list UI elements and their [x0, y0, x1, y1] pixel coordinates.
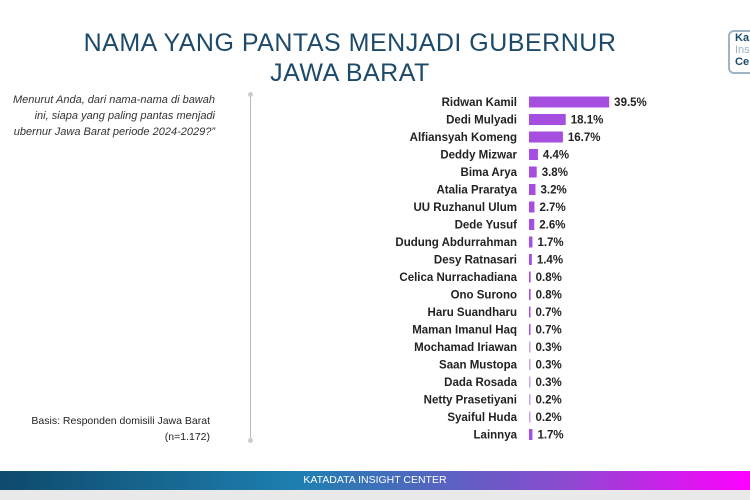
bar: [529, 184, 536, 195]
category-label: Bima Arya: [461, 167, 518, 179]
sample-size: (n=1.172): [164, 431, 210, 443]
bar: [529, 376, 531, 388]
bar: [529, 96, 610, 108]
value-label: 0.2%: [536, 412, 562, 424]
value-label: 1.7%: [537, 430, 563, 442]
category-label: Celica Nurrachadiana: [399, 272, 517, 284]
basis-text: Basis: Responden domisili Jawa Barat: [31, 415, 210, 427]
divider-dot: [248, 438, 253, 443]
katadata-logo: Ka Ins Ce: [728, 30, 750, 74]
logo-text: Ce: [735, 56, 750, 68]
value-label: 0.2%: [536, 395, 562, 407]
bar: [529, 289, 531, 300]
value-label: 0.7%: [536, 325, 562, 337]
bar: [529, 254, 532, 265]
category-label: Alfiansyah Komeng: [410, 132, 517, 144]
bar: [529, 429, 533, 440]
value-label: 0.3%: [536, 360, 562, 372]
category-label: Desy Ratnasari: [434, 255, 517, 267]
bar: [529, 219, 535, 230]
bar: [529, 201, 535, 213]
category-label: Ridwan Kamil: [442, 97, 517, 109]
bar: [529, 411, 531, 423]
bar: [529, 359, 531, 370]
category-label: UU Ruzhanul Ulum: [414, 202, 518, 214]
category-label: Saan Mustopa: [439, 360, 518, 372]
chart-subtitle: JAWA BARAT: [270, 59, 430, 87]
question-line: ubernur Jawa Barat periode 2024-2029?”: [13, 126, 215, 138]
value-label: 2.7%: [539, 202, 565, 214]
logo-text: Ins: [735, 44, 750, 56]
value-label: 1.7%: [537, 237, 563, 249]
value-label: 4.4%: [543, 150, 569, 162]
bar: [529, 394, 531, 405]
value-label: 0.3%: [536, 377, 562, 389]
bar: [529, 341, 531, 353]
value-label: 3.2%: [540, 185, 566, 197]
question-line: Menurut Anda, dari nama-nama di bawah: [13, 94, 215, 106]
divider-dot: [248, 92, 253, 97]
value-label: 1.4%: [537, 255, 563, 267]
category-label: Dedi Mulyadi: [446, 115, 517, 127]
category-label: Ono Surono: [451, 290, 517, 302]
value-label: 39.5%: [614, 97, 647, 109]
value-label: 18.1%: [571, 115, 604, 127]
bar: [529, 114, 566, 125]
value-label: 0.7%: [536, 307, 562, 319]
bar: [529, 131, 563, 143]
footer-banner: KATADATA INSIGHT CENTER: [0, 471, 750, 490]
bar-chart: Ridwan Kamil 39.5% Dedi Mulyadi 18.1% Alfian…: [395, 96, 647, 442]
value-label: 3.8%: [542, 167, 568, 179]
bar: [529, 166, 537, 178]
bar: [529, 271, 531, 283]
value-label: 0.8%: [536, 290, 562, 302]
category-label: Syaiful Huda: [447, 412, 517, 424]
logo-text: Ka: [735, 32, 750, 44]
divider: [250, 95, 251, 440]
category-label: Atalia Praratya: [436, 185, 517, 197]
category-label: Mochamad Iriawan: [414, 342, 517, 354]
category-label: Dudung Abdurrahman: [395, 237, 517, 249]
category-label: Netty Prasetiyani: [424, 395, 517, 407]
category-label: Dede Yusuf: [455, 220, 518, 232]
value-label: 16.7%: [568, 132, 601, 144]
bar: [529, 236, 533, 248]
bottom-strip: [0, 490, 750, 500]
category-label: Deddy Mizwar: [440, 150, 517, 162]
chart-title: NAMA YANG PANTAS MENJADI GUBERNUR: [83, 29, 617, 57]
category-label: Maman Imanul Haq: [412, 325, 517, 337]
category-label: Lainnya: [474, 430, 518, 442]
bar: [529, 306, 531, 318]
bar: [529, 324, 531, 335]
category-label: Dada Rosada: [444, 377, 517, 389]
value-label: 2.6%: [539, 220, 565, 232]
sample-basis: Basis: Responden domisili Jawa Barat (n=…: [0, 413, 210, 445]
value-label: 0.8%: [536, 272, 562, 284]
value-label: 0.3%: [536, 342, 562, 354]
bar: [529, 149, 538, 160]
category-label: Haru Suandharu: [428, 307, 517, 319]
survey-question: Menurut Anda, dari nama-nama di bawah in…: [0, 92, 215, 140]
question-line: ini, siapa yang paling pantas menjadi: [34, 110, 215, 122]
